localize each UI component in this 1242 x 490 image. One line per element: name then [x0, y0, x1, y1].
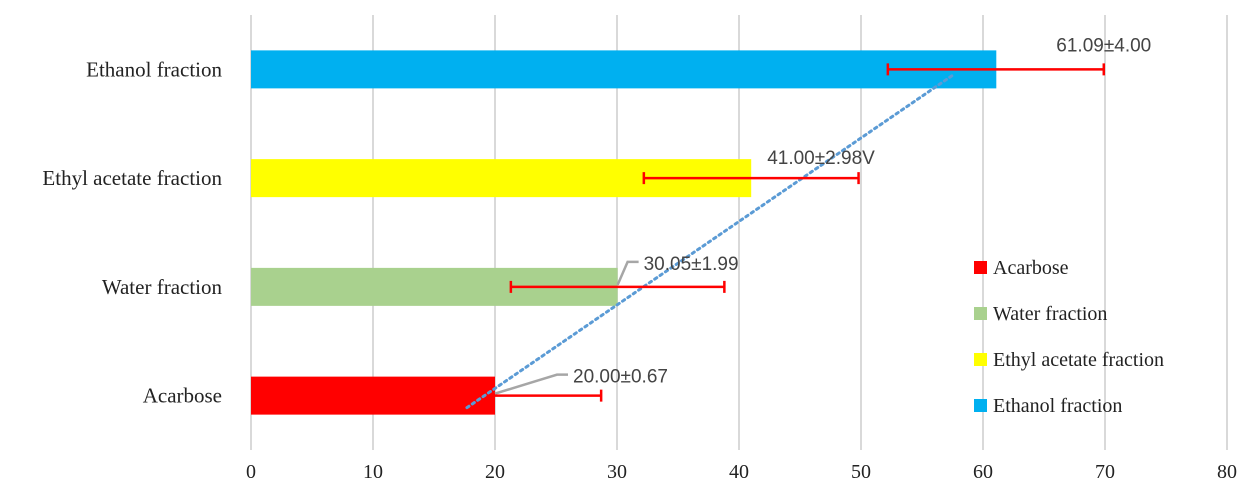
error-bar [642, 172, 860, 185]
category-label: Ethanol fraction [86, 57, 222, 81]
legend-swatch [974, 399, 987, 412]
error-bar [886, 63, 1106, 76]
x-tick-label: 0 [246, 461, 256, 483]
x-tick-label: 20 [485, 461, 505, 483]
legend-swatch [974, 307, 987, 320]
error-bar [495, 389, 603, 402]
label-leaders [494, 260, 639, 395]
bar-acarbose [251, 376, 495, 415]
legend-label: Ethyl acetate fraction [993, 349, 1164, 371]
value-axis-labels: 0 10 20 30 40 50 60 70 80 [246, 461, 1237, 483]
label-leader [494, 373, 568, 395]
category-axis-labels: Acarbose Water fraction Ethyl acetate frac… [42, 57, 222, 407]
data-label: 20.00±0.67 [573, 367, 668, 388]
error-bars [495, 63, 1106, 402]
x-tick-label: 60 [973, 461, 993, 483]
x-tick-label: 70 [1095, 461, 1115, 483]
x-tick-label: 50 [851, 461, 871, 483]
error-bar [509, 280, 726, 293]
legend-label: Acarbose [993, 257, 1069, 279]
data-label: 61.09±4.00 [1056, 35, 1151, 56]
bars [251, 50, 997, 415]
legend-label: Ethanol fraction [993, 395, 1122, 417]
bar-ethanol-fraction [251, 50, 997, 89]
trendline-line [465, 73, 954, 410]
legend-swatch [974, 261, 987, 274]
legend-swatch [974, 353, 987, 366]
x-tick-label: 80 [1217, 461, 1237, 483]
legend-label: Water fraction [993, 303, 1107, 325]
x-tick-label: 30 [607, 461, 627, 483]
trendline [465, 73, 954, 410]
data-label: 41.00±2.98V [767, 148, 875, 169]
data-labels: 20.00±0.67 30.05±1.99 41.00±2.98V 61.09±4.0… [573, 35, 1151, 387]
category-label: Water fraction [102, 275, 223, 299]
data-label: 30.05±1.99 [644, 254, 739, 275]
x-tick-label: 40 [729, 461, 749, 483]
x-tick-label: 10 [363, 461, 383, 483]
label-leader [616, 260, 639, 286]
legend: Acarbose Water fraction Ethyl acetate frac… [974, 257, 1164, 417]
category-label: Ethyl acetate fraction [42, 166, 222, 190]
category-label: Acarbose [143, 384, 222, 408]
